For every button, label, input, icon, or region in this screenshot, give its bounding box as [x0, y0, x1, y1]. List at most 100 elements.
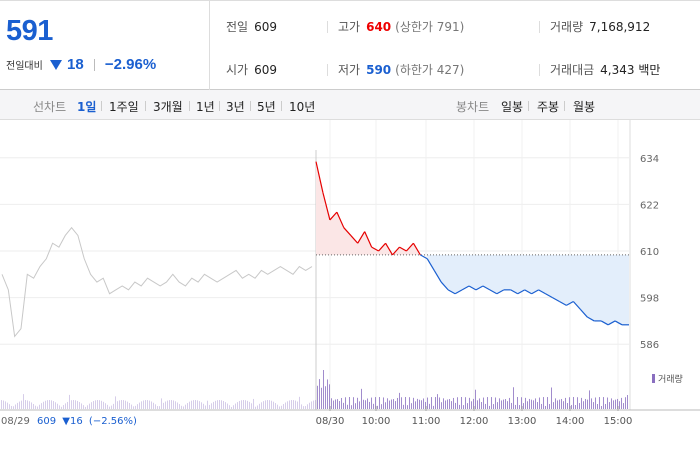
today-line-segment — [566, 300, 574, 306]
volume-bar — [485, 403, 486, 409]
today-line-segment — [475, 285, 484, 291]
change-label: 전일대비 — [6, 61, 43, 72]
volume-bar — [109, 406, 110, 409]
tab-5years[interactable]: 5년 — [257, 100, 276, 114]
volume-bar — [57, 403, 58, 409]
volume-bar — [435, 397, 436, 409]
volume-bar — [511, 402, 512, 409]
volume-bar — [5, 401, 6, 409]
volume-bar — [621, 397, 622, 409]
today-line-segment — [364, 231, 373, 248]
volume-bar — [477, 400, 478, 409]
prev-close-label: 전일 — [226, 20, 249, 34]
volume-bar — [273, 401, 274, 409]
volume-bar — [473, 398, 474, 409]
volume-bar — [571, 404, 572, 409]
tab-10years[interactable]: 10년 — [289, 100, 316, 114]
y-tick-label: 598 — [640, 294, 659, 305]
volume-bar — [391, 399, 392, 409]
volume-bar — [289, 400, 290, 409]
volume-bar — [75, 400, 76, 409]
volume-bar — [547, 397, 548, 409]
volume-bar — [83, 405, 84, 409]
volume-bar — [201, 402, 202, 409]
tab-divider — [145, 101, 146, 111]
today-line-segment — [524, 289, 532, 295]
volume-bar — [225, 402, 226, 409]
prev-day-value: 609 — [37, 416, 56, 427]
volume-value: 7,168,912 — [589, 20, 651, 34]
volume-bar — [61, 406, 62, 409]
volume-bar — [605, 403, 606, 409]
today-line-segment — [336, 211, 345, 228]
volume-bar — [181, 405, 182, 409]
change-divider — [93, 58, 95, 71]
tab-1week[interactable]: 1주일 — [109, 100, 139, 114]
down-triangle-icon — [49, 59, 62, 70]
volume-bar — [29, 401, 30, 409]
volume-bar — [345, 397, 346, 409]
volume-bar — [237, 402, 238, 409]
y-axis: 634 622 610 598 586 — [640, 154, 659, 351]
divider — [327, 64, 328, 76]
volume-bar — [21, 400, 22, 409]
tab-3months[interactable]: 3개월 — [153, 100, 183, 114]
today-line-segment — [405, 242, 414, 252]
volume-bar — [39, 404, 40, 409]
volume-bar — [535, 398, 536, 409]
volume-bar — [509, 397, 510, 409]
volume-bar — [89, 403, 90, 409]
volume-bar — [271, 400, 272, 409]
volume-bar — [243, 400, 244, 409]
open-price: 시가 609 — [226, 61, 277, 78]
volume-bar — [387, 398, 388, 409]
trade-amount-label: 거래대금 — [550, 63, 595, 77]
today-line-segment — [350, 235, 359, 244]
tab-3years[interactable]: 3년 — [226, 100, 245, 114]
volume-bar — [257, 405, 258, 409]
high-value: 640 — [366, 20, 392, 34]
volume-bar — [433, 405, 434, 409]
volume-bar — [63, 405, 64, 409]
volume-bar — [549, 404, 550, 409]
volume-bar — [369, 401, 370, 409]
tab-1year[interactable]: 1년 — [196, 100, 215, 114]
up-area — [316, 161, 428, 255]
candle-chart-label: 봉차트 — [456, 100, 490, 114]
volume-bar — [497, 402, 498, 409]
volume-bar — [119, 400, 120, 409]
volume-bar — [223, 400, 224, 409]
volume-label: 거래량 — [550, 20, 584, 34]
volume-bar — [107, 404, 108, 409]
volume-bar — [411, 403, 412, 409]
volume-bar — [491, 397, 492, 409]
today-line-segment — [461, 285, 470, 291]
volume-bar — [301, 404, 302, 409]
volume-bar — [55, 402, 56, 409]
y-tick-label: 610 — [640, 247, 659, 258]
tab-weekly-candle[interactable]: 주봉 — [537, 100, 560, 114]
volume-bar — [355, 403, 356, 409]
today-line-segment — [433, 270, 442, 283]
volume-bar — [281, 405, 282, 409]
change-percent: −2.96% — [104, 56, 157, 73]
today-line-segment — [378, 242, 387, 252]
tab-1day[interactable]: 1일 — [77, 100, 97, 114]
high-label: 고가 — [338, 20, 361, 34]
volume-bar — [617, 398, 618, 409]
tab-daily-candle[interactable]: 일봉 — [501, 100, 524, 114]
volume-bar — [333, 400, 334, 409]
volume-bar — [469, 397, 470, 409]
tab-monthly-candle[interactable]: 월봉 — [573, 100, 596, 114]
volume-bar — [167, 400, 168, 409]
volume-bar — [283, 404, 284, 409]
volume-bar — [339, 401, 340, 409]
volume-bar — [495, 397, 496, 409]
volume-bar — [277, 404, 278, 409]
high-price: 고가 640 (상한가 791) — [338, 18, 464, 35]
volume-bar — [443, 398, 444, 409]
volume-bar — [313, 400, 314, 409]
volume-bar — [331, 398, 332, 409]
volume-bar — [519, 405, 520, 409]
volume-bar — [159, 406, 160, 409]
